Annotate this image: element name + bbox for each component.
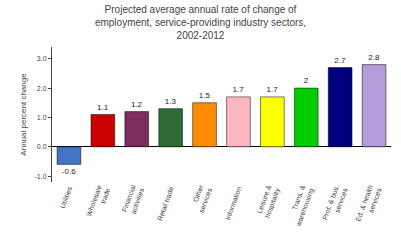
- svg-text:-1.0: -1.0: [35, 173, 47, 180]
- svg-text:2: 2: [304, 76, 309, 85]
- svg-text:Financialactivities: Financialactivities: [121, 184, 146, 216]
- svg-text:1.5: 1.5: [199, 91, 211, 100]
- svg-text:3.0: 3.0: [37, 55, 47, 62]
- svg-text:Prof. & bus.services: Prof. & bus.services: [321, 184, 349, 224]
- svg-text:Otherservices: Otherservices: [189, 183, 213, 213]
- svg-text:Utilities: Utilities: [59, 185, 73, 209]
- svg-text:Annual percent change: Annual percent change: [19, 73, 28, 156]
- svg-text:1.0: 1.0: [37, 114, 47, 121]
- svg-text:1.1: 1.1: [97, 103, 109, 112]
- svg-text:1.7: 1.7: [267, 85, 279, 94]
- svg-text:2.7: 2.7: [334, 56, 346, 65]
- svg-text:0.0: 0.0: [37, 143, 47, 150]
- svg-text:Information: Information: [224, 186, 243, 221]
- svg-text:Trans. &warehousing: Trans. &warehousing: [286, 184, 316, 228]
- svg-text:1.3: 1.3: [165, 97, 177, 106]
- svg-text:2.8: 2.8: [368, 53, 380, 62]
- svg-text:2.0: 2.0: [37, 85, 47, 92]
- svg-text:Wholesaletrade: Wholesaletrade: [85, 184, 111, 220]
- svg-text:Leisure &hospitality: Leisure &hospitality: [255, 184, 282, 220]
- svg-text:1.2: 1.2: [131, 100, 143, 109]
- svg-text:Projected average annual rate: Projected average annual rate of change …: [95, 4, 306, 41]
- svg-text:Ed. & healthservices: Ed. & healthservices: [354, 184, 382, 226]
- svg-text:-0.6: -0.6: [62, 167, 76, 176]
- svg-text:1.7: 1.7: [233, 85, 245, 94]
- svg-text:Retail trade: Retail trade: [156, 186, 175, 222]
